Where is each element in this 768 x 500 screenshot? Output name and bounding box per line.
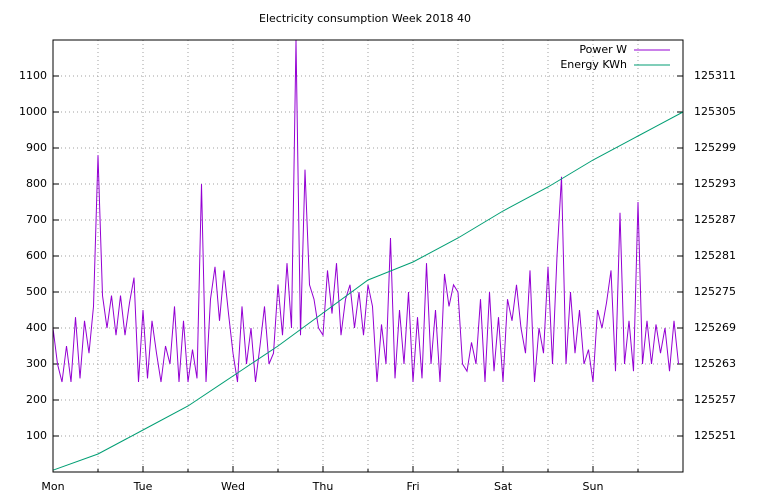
series-line xyxy=(52,39,679,383)
y-tick-label: 800 xyxy=(26,177,47,190)
y2-tick-label: 125263 xyxy=(694,357,736,370)
y2-tick-label: 125269 xyxy=(694,321,736,334)
legend-label: Energy KWh xyxy=(560,58,627,71)
chart-title: Electricity consumption Week 2018 40 xyxy=(259,12,471,25)
y2-tick-label: 125293 xyxy=(694,177,736,190)
x-tick-label: Mon xyxy=(41,480,64,493)
y2-tick-label: 125281 xyxy=(694,249,736,262)
y-tick-label: 500 xyxy=(26,285,47,298)
x-tick-label: Fri xyxy=(406,480,419,493)
y-tick-label: 400 xyxy=(26,321,47,334)
y-tick-label: 900 xyxy=(26,141,47,154)
y2-tick-label: 125299 xyxy=(694,141,736,154)
y2-tick-label: 125305 xyxy=(694,105,736,118)
x-tick-label: Sun xyxy=(583,480,604,493)
x-tick-label: Tue xyxy=(133,480,153,493)
y-tick-label: 200 xyxy=(26,393,47,406)
plot-border xyxy=(52,39,684,473)
x-tick-label: Wed xyxy=(221,480,245,493)
y-tick-label: 1100 xyxy=(19,69,47,82)
legend-label: Power W xyxy=(579,43,627,56)
y-tick-label: 1000 xyxy=(19,105,47,118)
y-tick-label: 700 xyxy=(26,213,47,226)
series-line xyxy=(52,111,684,471)
y2-tick-label: 125275 xyxy=(694,285,736,298)
y2-tick-label: 125251 xyxy=(694,429,736,442)
x-tick-label: Thu xyxy=(312,480,334,493)
y2-tick-label: 125287 xyxy=(694,213,736,226)
y2-tick-label: 125311 xyxy=(694,69,736,82)
y2-tick-label: 125257 xyxy=(694,393,736,406)
y-tick-label: 600 xyxy=(26,249,47,262)
x-tick-label: Sat xyxy=(494,480,513,493)
y-tick-label: 100 xyxy=(26,429,47,442)
y-tick-label: 300 xyxy=(26,357,47,370)
